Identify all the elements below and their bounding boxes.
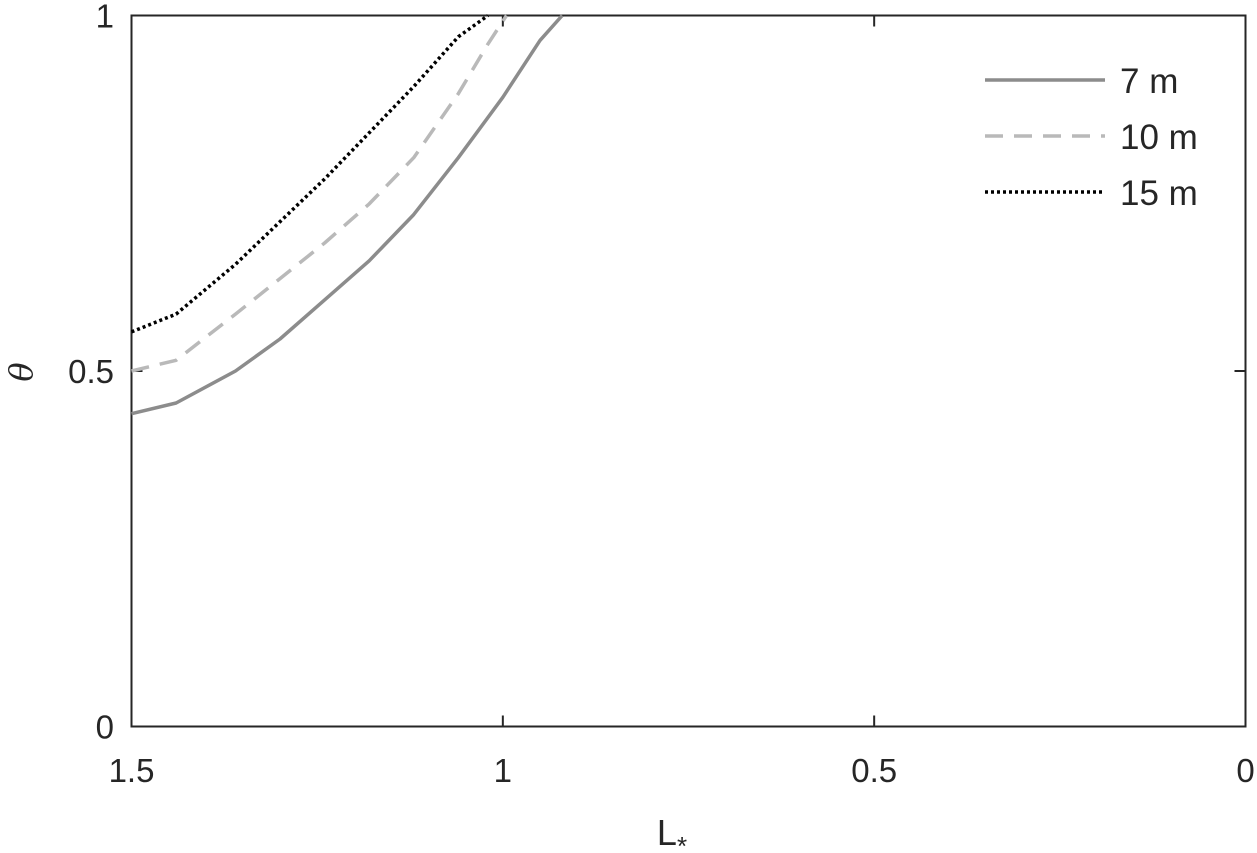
x-axis-title-subscript: * — [677, 831, 687, 853]
series-line-2 — [130, 14, 490, 334]
series-line-1 — [131, 14, 508, 373]
y-tick-label: 0.5 — [68, 353, 114, 390]
x-tick-label: 0.5 — [851, 752, 897, 789]
x-tick-label: 1 — [494, 752, 512, 789]
y-tick-label: 0 — [96, 709, 114, 746]
x-tick-label: 0 — [1236, 752, 1254, 789]
plot-area-frame — [130, 14, 1247, 728]
series-line-0 — [131, 14, 564, 416]
y-tick-label: 1 — [96, 0, 114, 35]
x-axis-title-main: L — [657, 812, 677, 853]
legend-label-2: 15 m — [1120, 174, 1198, 213]
legend-label-1: 10 m — [1120, 118, 1198, 157]
x-axis-title: L* — [657, 812, 687, 853]
axis-ticks: 1.5 1 0.5 0 0 0.5 1 — [68, 0, 1255, 789]
y-axis-title: θ — [2, 362, 40, 381]
legend: 7 m 10 m 15 m — [985, 62, 1198, 213]
series-lines — [130, 14, 564, 416]
x-tick-label: 1.5 — [109, 752, 155, 789]
legend-label-0: 7 m — [1120, 62, 1178, 101]
